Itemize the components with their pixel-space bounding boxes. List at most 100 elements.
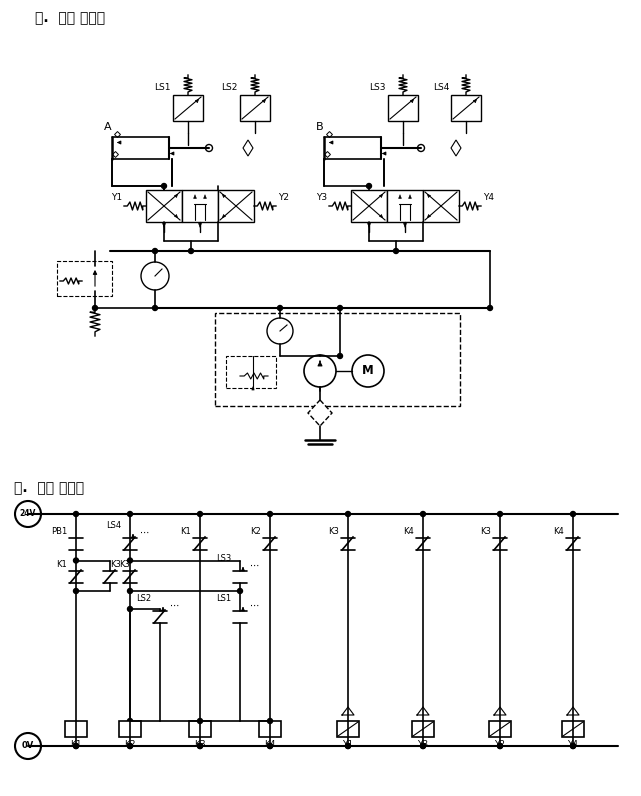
Circle shape	[338, 353, 342, 358]
Text: K3: K3	[194, 740, 206, 749]
Bar	[423, 190, 459, 222]
Circle shape	[128, 743, 133, 748]
Text: K2: K2	[250, 527, 261, 536]
Circle shape	[197, 743, 203, 748]
Text: LS1: LS1	[154, 83, 171, 92]
Text: K4: K4	[403, 527, 414, 536]
Circle shape	[74, 743, 78, 748]
Circle shape	[367, 184, 372, 189]
Circle shape	[338, 306, 342, 310]
Circle shape	[345, 743, 351, 748]
Text: A: A	[104, 122, 112, 132]
Text: Y1: Y1	[111, 193, 122, 202]
Text: K3: K3	[328, 527, 339, 536]
Bar	[240, 95, 270, 121]
Bar	[182, 190, 218, 222]
Circle shape	[497, 743, 503, 748]
Bar	[65, 721, 87, 737]
Text: K1: K1	[70, 740, 82, 749]
Circle shape	[345, 743, 351, 748]
Bar	[562, 721, 584, 737]
Circle shape	[128, 743, 133, 748]
Text: LS3: LS3	[216, 554, 231, 563]
Text: PB1: PB1	[51, 527, 67, 536]
Bar	[119, 721, 141, 737]
Circle shape	[153, 248, 158, 253]
Bar	[215, 313, 460, 406]
Bar	[173, 95, 203, 121]
Circle shape	[278, 306, 283, 310]
Text: K3: K3	[119, 560, 130, 569]
Circle shape	[74, 558, 78, 563]
Text: 24V: 24V	[20, 509, 36, 518]
Circle shape	[128, 512, 133, 517]
Bar	[489, 721, 511, 737]
Text: ⋅⋅⋅: ⋅⋅⋅	[140, 528, 149, 538]
Circle shape	[417, 145, 424, 151]
Text: 0V: 0V	[22, 742, 34, 751]
Bar	[189, 721, 211, 737]
Text: Y4: Y4	[483, 193, 494, 202]
Circle shape	[92, 306, 97, 310]
Circle shape	[488, 306, 492, 310]
Circle shape	[197, 719, 203, 724]
Circle shape	[74, 512, 78, 517]
Polygon shape	[308, 400, 332, 426]
Bar	[387, 190, 423, 222]
Bar	[259, 721, 281, 737]
Text: M: M	[362, 365, 374, 377]
Circle shape	[15, 501, 41, 527]
Bar	[82, 266, 108, 291]
Bar	[412, 721, 434, 737]
Text: LS2: LS2	[136, 594, 151, 603]
Text: K2: K2	[124, 740, 136, 749]
Text: Y2: Y2	[494, 740, 506, 749]
Text: K1: K1	[56, 560, 67, 569]
Bar	[351, 190, 387, 222]
Circle shape	[304, 355, 336, 387]
Circle shape	[420, 743, 426, 748]
Text: 가.  유압 회로도: 가. 유압 회로도	[35, 11, 105, 25]
Circle shape	[497, 743, 503, 748]
Circle shape	[267, 318, 293, 344]
Text: K3: K3	[480, 527, 491, 536]
Text: Y3: Y3	[417, 740, 429, 749]
Text: K3: K3	[110, 560, 121, 569]
Text: LS2: LS2	[222, 83, 238, 92]
Bar	[226, 356, 276, 388]
Text: LS4: LS4	[433, 83, 449, 92]
Circle shape	[141, 262, 169, 290]
Circle shape	[394, 248, 399, 253]
Text: Y4: Y4	[567, 740, 578, 749]
Text: ⋅⋅⋅: ⋅⋅⋅	[170, 601, 179, 611]
Polygon shape	[451, 140, 461, 156]
Circle shape	[267, 719, 272, 724]
Circle shape	[238, 588, 242, 594]
Circle shape	[570, 743, 576, 748]
Circle shape	[267, 743, 272, 748]
Circle shape	[153, 306, 158, 310]
Circle shape	[267, 512, 272, 517]
Circle shape	[497, 512, 503, 517]
Bar	[337, 721, 359, 737]
Circle shape	[420, 743, 426, 748]
Circle shape	[420, 512, 426, 517]
Polygon shape	[243, 140, 253, 156]
Bar	[451, 95, 481, 121]
Text: ⋅⋅⋅: ⋅⋅⋅	[250, 561, 260, 571]
Text: LS3: LS3	[369, 83, 386, 92]
Bar	[57, 261, 112, 296]
Text: 나.  전기 회로도: 나. 전기 회로도	[14, 481, 84, 495]
Circle shape	[128, 588, 133, 594]
Circle shape	[267, 743, 272, 748]
Text: B: B	[316, 122, 324, 132]
Bar	[388, 95, 418, 121]
Text: ⋅⋅⋅: ⋅⋅⋅	[250, 601, 260, 611]
Circle shape	[570, 743, 576, 748]
Circle shape	[197, 512, 203, 517]
Text: LS4: LS4	[106, 521, 121, 530]
Text: Y2: Y2	[278, 193, 289, 202]
Circle shape	[128, 719, 133, 724]
Circle shape	[352, 355, 384, 387]
Circle shape	[188, 248, 194, 253]
